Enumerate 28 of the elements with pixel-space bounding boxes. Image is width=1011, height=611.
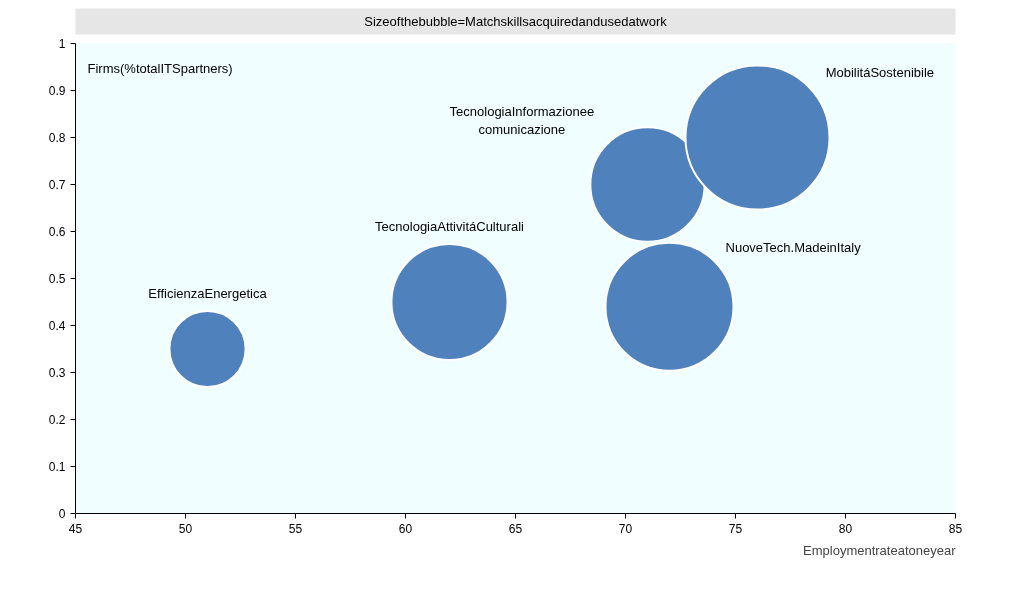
y-tick-label: 0.9 — [48, 84, 66, 98]
series-label: EfficienzaEnergetica — [148, 285, 268, 301]
y-tick-label: 0.6 — [48, 225, 66, 239]
y-tick-label: 0.4 — [48, 319, 66, 333]
y-axis-title: Firms(%totalITSpartners) — [87, 60, 233, 76]
legend-title: Sizeofthebubble=Matchskillsacquiredandusedatwork — [364, 14, 668, 29]
y-tick-label: 0 — [58, 507, 66, 521]
y-tick-label: 0.5 — [48, 272, 66, 286]
series-label: MobilitáSostenibile — [825, 64, 935, 80]
series-label: TecnologiaInformazionee comunicazione — [449, 104, 595, 138]
x-tick-label: 80 — [838, 521, 853, 536]
y-tick-label: 0.2 — [48, 413, 66, 427]
x-tick-label: 50 — [178, 521, 193, 536]
x-tick-label: 75 — [728, 521, 743, 536]
x-tick-label: 60 — [398, 521, 413, 536]
series-label: TecnologiaAttivitáCulturali — [375, 218, 525, 234]
y-tick-label: 0.8 — [48, 131, 66, 145]
y-tick-label: 0.1 — [48, 460, 66, 474]
y-tick-label: 0.3 — [48, 366, 66, 380]
x-tick-label: 85 — [948, 521, 963, 536]
x-tick-label: 55 — [288, 521, 303, 536]
y-tick-label: 0.7 — [48, 178, 66, 192]
x-axis-title: Employmentrateatoneyear — [803, 542, 957, 558]
x-tick-label: 65 — [508, 521, 523, 536]
x-tick-label: 70 — [618, 521, 633, 536]
x-tick-label: 45 — [68, 521, 83, 536]
series-label: NuoveTech.MadeinItaly — [725, 239, 862, 255]
y-tick-label: 1 — [58, 37, 66, 51]
